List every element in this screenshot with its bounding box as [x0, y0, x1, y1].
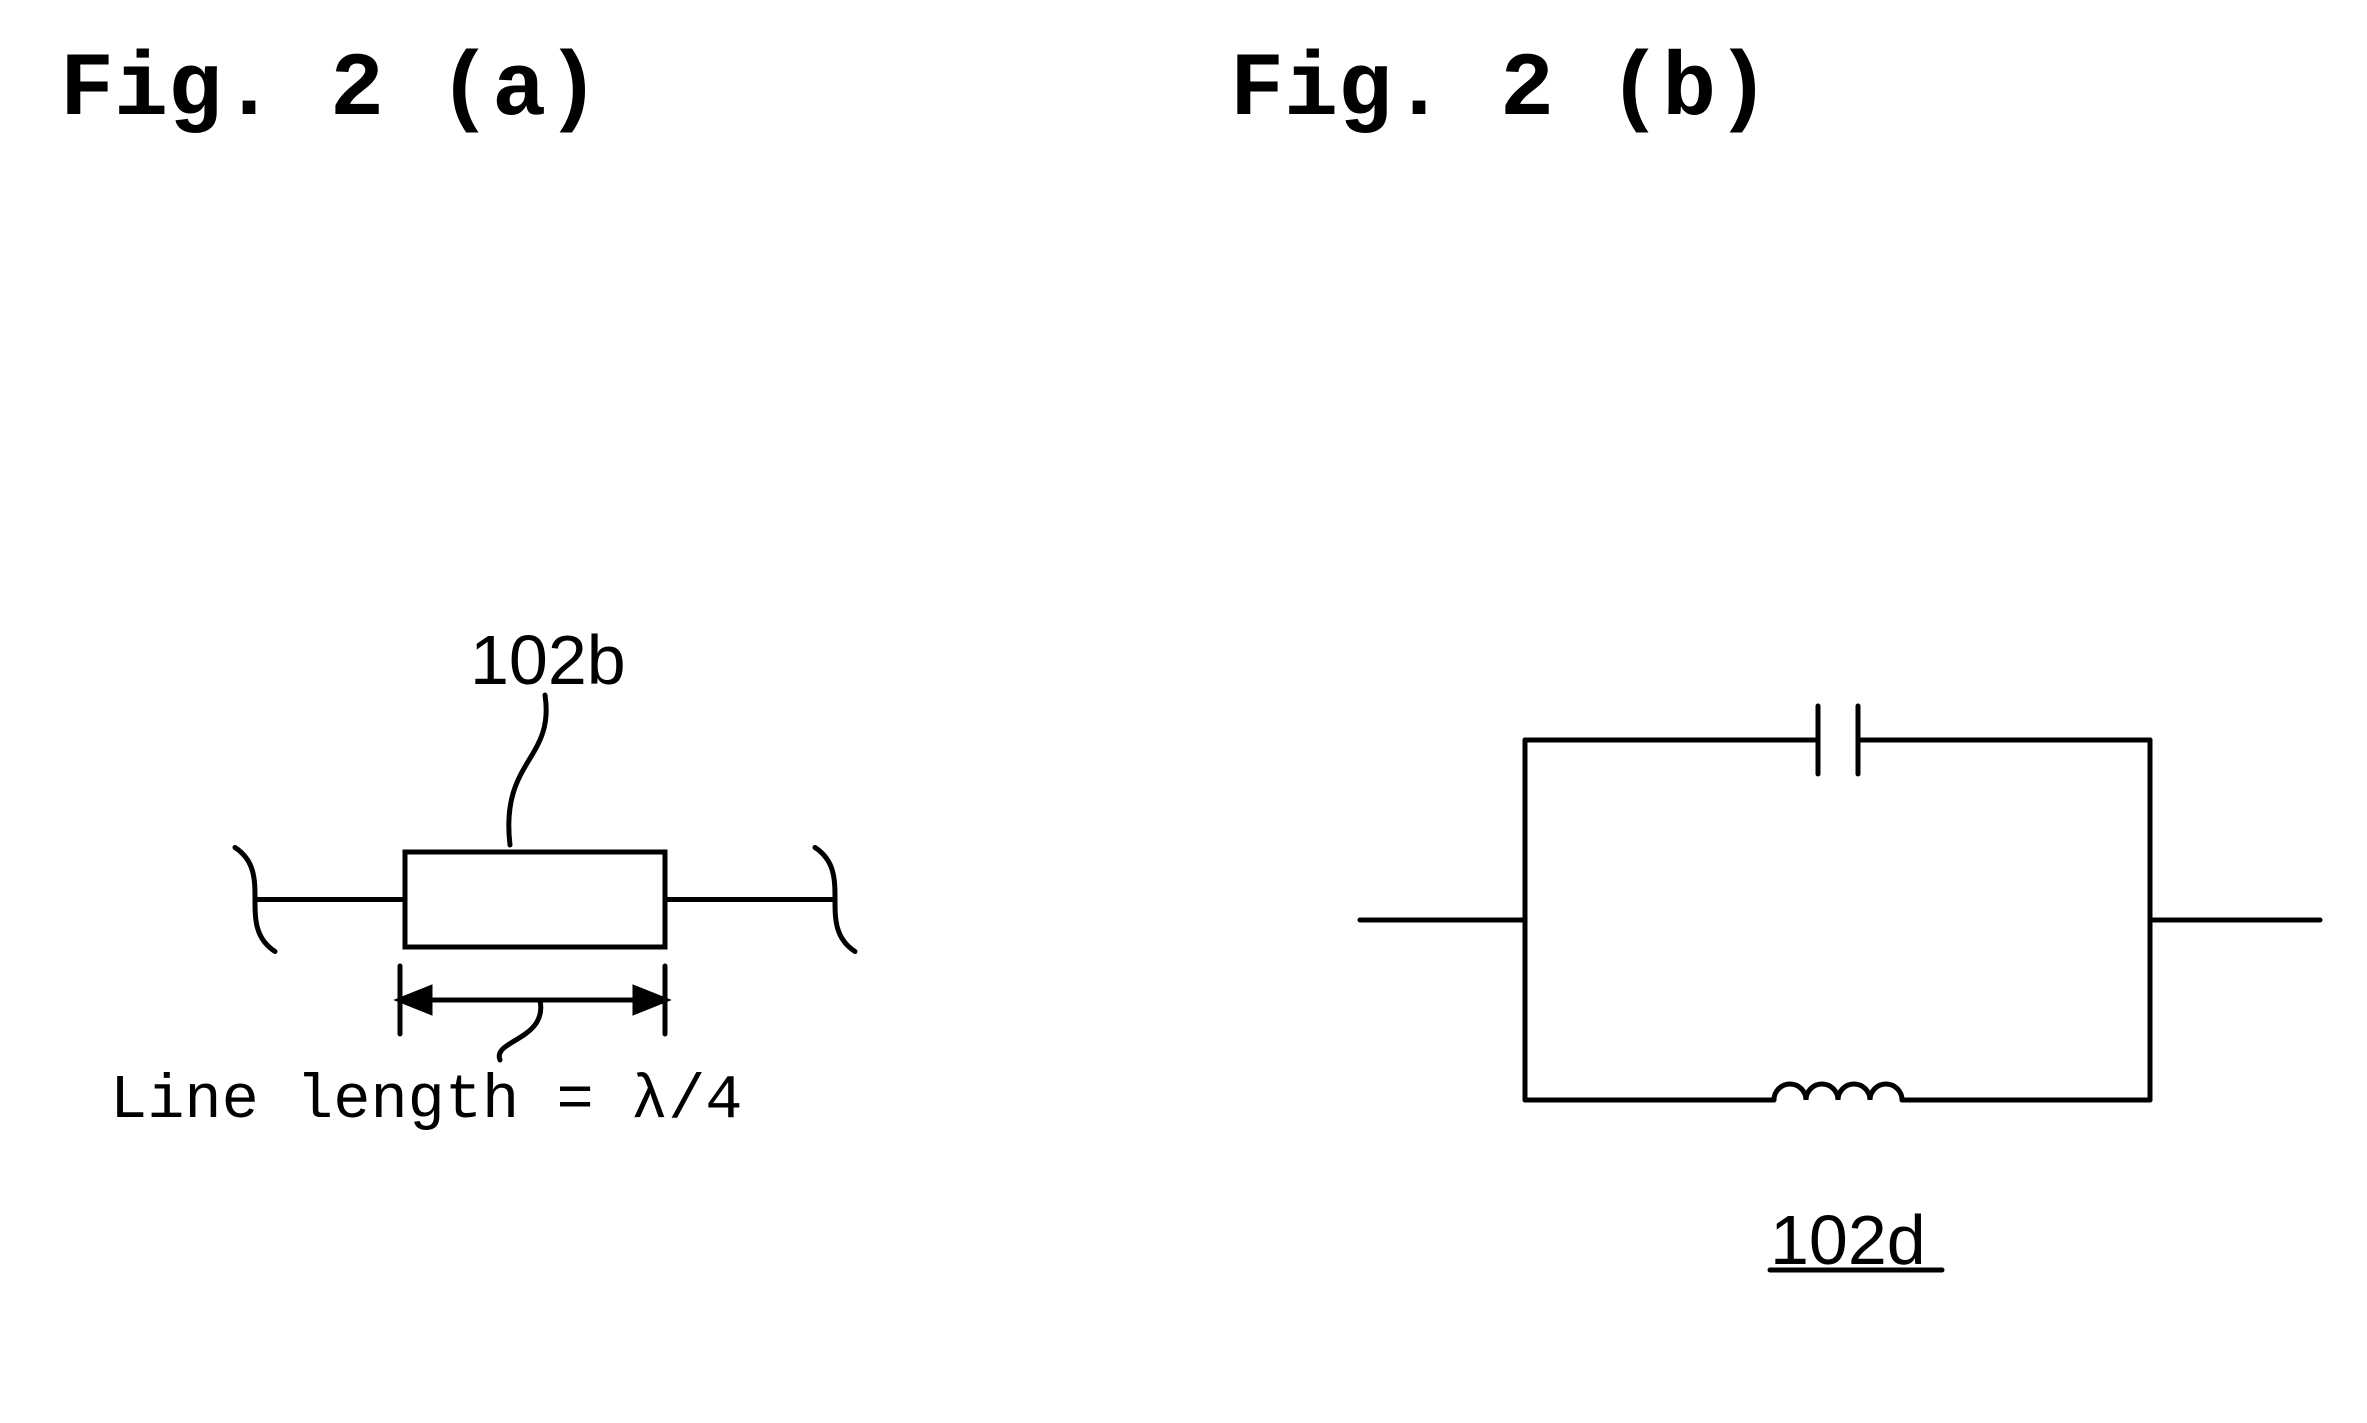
diagram-svg — [0, 0, 2367, 1423]
figure-canvas: Fig. 2 (a) Fig. 2 (b) 102b Line length =… — [0, 0, 2367, 1423]
